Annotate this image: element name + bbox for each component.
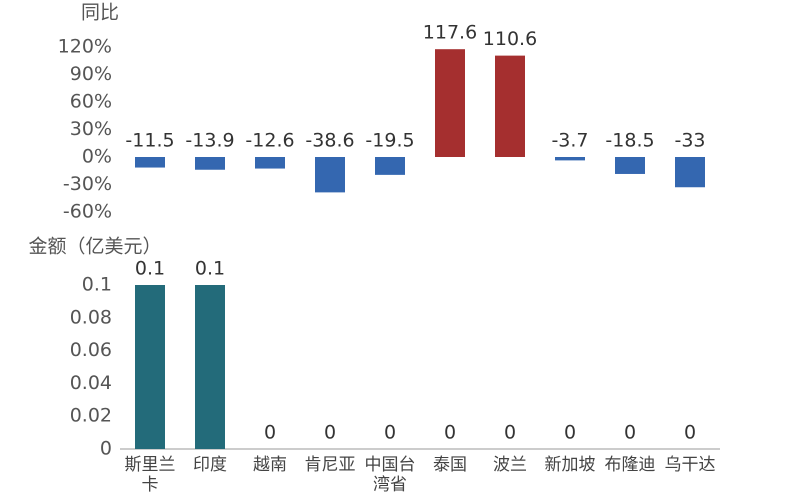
bar [555, 157, 585, 161]
data-label: 0 [624, 422, 636, 444]
data-label: 0 [564, 422, 576, 444]
data-label: -3.7 [551, 130, 588, 152]
y-tick-label: 0.1 [82, 274, 112, 296]
bar [435, 49, 465, 158]
bar [375, 157, 405, 175]
bar [135, 285, 165, 449]
y-tick-label: 90% [70, 63, 112, 85]
y-tick-label: 0.08 [70, 306, 112, 328]
x-tick-label: 新加坡 [544, 455, 596, 475]
y-tick-label: 0.02 [70, 405, 112, 427]
bar [615, 157, 645, 174]
bar [495, 55, 525, 157]
x-tick-label: 肯尼亚 [304, 455, 356, 475]
x-tick-label: 波兰 [493, 455, 527, 475]
data-label: 117.6 [423, 22, 477, 44]
data-label: 0 [684, 422, 696, 444]
data-label: -18.5 [605, 130, 654, 152]
y-tick-label: 120% [58, 36, 112, 58]
data-label: -13.9 [185, 130, 234, 152]
x-tick-label: 中国台湾省 [364, 455, 416, 495]
x-tick-label: 泰国 [433, 455, 467, 475]
x-tick-label: 越南 [253, 455, 287, 475]
data-label: -33 [674, 130, 705, 152]
x-tick-label: 印度 [193, 455, 227, 475]
x-tick-label: 斯里兰卡 [124, 455, 176, 495]
bar [255, 157, 285, 169]
data-label: 0.1 [195, 258, 225, 280]
data-label: 0 [324, 422, 336, 444]
data-label: -19.5 [365, 130, 414, 152]
data-label: 0.1 [135, 258, 165, 280]
data-label: 0 [384, 422, 396, 444]
x-tick-label: 乌干达 [664, 455, 716, 475]
bar [135, 157, 165, 168]
data-label: 0 [504, 422, 516, 444]
y-tick-label: 30% [70, 118, 112, 140]
y-axis-label: 同比 [81, 2, 119, 24]
x-tick-label: 布隆迪 [604, 455, 656, 475]
bar [195, 157, 225, 170]
y-axis-label: 金额（亿美元） [28, 236, 161, 258]
bar [315, 157, 345, 193]
y-tick-label: -30% [63, 173, 112, 195]
y-tick-label: -60% [63, 201, 112, 223]
y-tick-label: 0.04 [70, 372, 112, 394]
bar [195, 285, 225, 449]
y-tick-label: 0 [100, 438, 112, 460]
bar [675, 157, 705, 188]
data-label: 110.6 [483, 28, 537, 50]
y-tick-label: 0.06 [70, 339, 112, 361]
data-label: -38.6 [305, 130, 354, 152]
y-tick-label: 60% [70, 91, 112, 113]
data-label: -12.6 [245, 130, 294, 152]
y-tick-label: 0% [82, 146, 112, 168]
data-label: 0 [444, 422, 456, 444]
data-label: -11.5 [125, 130, 174, 152]
data-label: 0 [264, 422, 276, 444]
